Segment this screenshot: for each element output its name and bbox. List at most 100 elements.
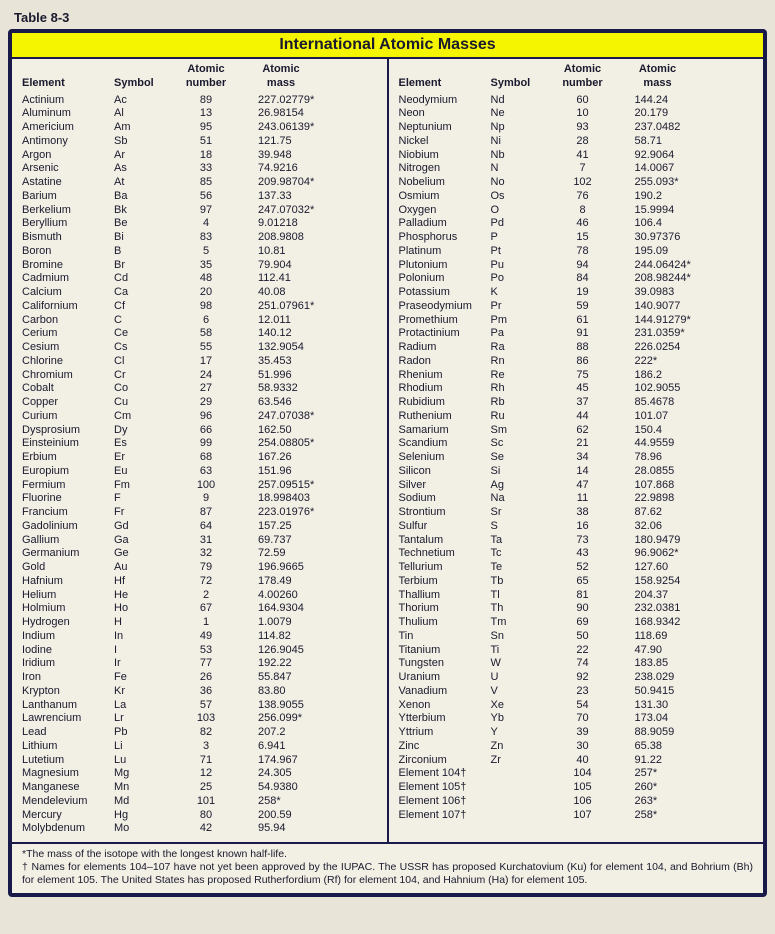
- cell-element: Boron: [22, 245, 114, 259]
- cell-number: 46: [551, 217, 629, 231]
- cell-number: 62: [551, 424, 629, 438]
- cell-symbol: Br: [114, 259, 174, 273]
- cell-element: Europium: [22, 465, 114, 479]
- cell-mass: 183.85: [629, 657, 721, 671]
- cell-number: 6: [174, 314, 252, 328]
- cell-number: 107: [551, 809, 629, 823]
- cell-symbol: Au: [114, 561, 174, 575]
- cell-mass: 118.69: [629, 630, 721, 644]
- cell-mass: 209.98704*: [252, 176, 344, 190]
- cell-symbol: Rh: [491, 382, 551, 396]
- cell-mass: 258*: [629, 809, 721, 823]
- cell-symbol: Mn: [114, 781, 174, 795]
- cell-element: Einsteinium: [22, 437, 114, 451]
- cell-element: Antimony: [22, 135, 114, 149]
- cell-symbol: No: [491, 176, 551, 190]
- cell-number: 60: [551, 94, 629, 108]
- cell-mass: 44.9559: [629, 437, 721, 451]
- cell-element: Thorium: [399, 602, 491, 616]
- cell-symbol: Pb: [114, 726, 174, 740]
- cell-symbol: W: [491, 657, 551, 671]
- cell-number: 12: [174, 767, 252, 781]
- cell-element: Cerium: [22, 327, 114, 341]
- cell-element: Niobium: [399, 149, 491, 163]
- cell-number: 96: [174, 410, 252, 424]
- table-row: AstatineAt85209.98704*: [22, 176, 379, 190]
- cell-mass: 174.967: [252, 754, 344, 768]
- hdr-mass: Atomicmass: [238, 63, 324, 91]
- table-row: ZincZn3065.38: [399, 740, 756, 754]
- table-row: PalladiumPd46106.4: [399, 217, 756, 231]
- table-row: Element 104†104257*: [399, 767, 756, 781]
- cell-symbol: Te: [491, 561, 551, 575]
- cell-element: Uranium: [399, 671, 491, 685]
- cell-symbol: Nb: [491, 149, 551, 163]
- footnote-dagger: † Names for elements 104–107 have not ye…: [22, 861, 753, 887]
- cell-symbol: Ge: [114, 547, 174, 561]
- cell-element: Polonium: [399, 272, 491, 286]
- table-row: GadoliniumGd64157.25: [22, 520, 379, 534]
- cell-number: 20: [174, 286, 252, 300]
- cell-symbol: Xe: [491, 699, 551, 713]
- cell-mass: 83.80: [252, 685, 344, 699]
- cell-element: Neptunium: [399, 121, 491, 135]
- cell-number: 87: [174, 506, 252, 520]
- cell-number: 8: [551, 204, 629, 218]
- cell-mass: 260*: [629, 781, 721, 795]
- cell-symbol: Cr: [114, 369, 174, 383]
- cell-element: Gold: [22, 561, 114, 575]
- cell-number: 66: [174, 424, 252, 438]
- cell-symbol: Ag: [491, 479, 551, 493]
- table-row: PhosphorusP1530.97376: [399, 231, 756, 245]
- table-row: NickelNi2858.71: [399, 135, 756, 149]
- cell-element: Tungsten: [399, 657, 491, 671]
- table-row: NeodymiumNd60144.24: [399, 94, 756, 108]
- cell-element: Strontium: [399, 506, 491, 520]
- cell-mass: 127.60: [629, 561, 721, 575]
- table-row: PlatinumPt78195.09: [399, 245, 756, 259]
- table-row: RadiumRa88226.0254: [399, 341, 756, 355]
- cell-symbol: F: [114, 492, 174, 506]
- cell-number: 64: [174, 520, 252, 534]
- cell-number: 21: [551, 437, 629, 451]
- cell-element: Promethium: [399, 314, 491, 328]
- hdr-number: Atomicnumber: [551, 63, 615, 91]
- cell-symbol: Tm: [491, 616, 551, 630]
- cell-number: 5: [174, 245, 252, 259]
- cell-number: 55: [174, 341, 252, 355]
- cell-element: Sodium: [399, 492, 491, 506]
- cell-number: 37: [551, 396, 629, 410]
- cell-element: Beryllium: [22, 217, 114, 231]
- cell-element: Protactinium: [399, 327, 491, 341]
- cell-symbol: C: [114, 314, 174, 328]
- cell-number: 102: [551, 176, 629, 190]
- cell-symbol: B: [114, 245, 174, 259]
- cell-mass: 54.9380: [252, 781, 344, 795]
- cell-element: Iron: [22, 671, 114, 685]
- cell-symbol: Re: [491, 369, 551, 383]
- cell-number: 45: [551, 382, 629, 396]
- table-row: LithiumLi36.941: [22, 740, 379, 754]
- cell-mass: 247.07032*: [252, 204, 344, 218]
- cell-symbol: Zr: [491, 754, 551, 768]
- cell-symbol: Dy: [114, 424, 174, 438]
- cell-symbol: Y: [491, 726, 551, 740]
- cell-symbol: S: [491, 520, 551, 534]
- cell-mass: 257.09515*: [252, 479, 344, 493]
- cell-symbol: Ra: [491, 341, 551, 355]
- hdr-element: Element: [399, 77, 491, 91]
- cell-element: Potassium: [399, 286, 491, 300]
- cell-number: 74: [551, 657, 629, 671]
- cell-number: 19: [551, 286, 629, 300]
- cell-symbol: Fm: [114, 479, 174, 493]
- cell-symbol: Cl: [114, 355, 174, 369]
- cell-number: 103: [174, 712, 252, 726]
- cell-mass: 178.49: [252, 575, 344, 589]
- table-row: PotassiumK1939.0983: [399, 286, 756, 300]
- cell-mass: 243.06139*: [252, 121, 344, 135]
- cell-number: 75: [551, 369, 629, 383]
- left-column: Element Symbol Atomicnumber Atomicmass A…: [12, 59, 389, 842]
- cell-number: 31: [174, 534, 252, 548]
- cell-symbol: Li: [114, 740, 174, 754]
- cell-element: Lawrencium: [22, 712, 114, 726]
